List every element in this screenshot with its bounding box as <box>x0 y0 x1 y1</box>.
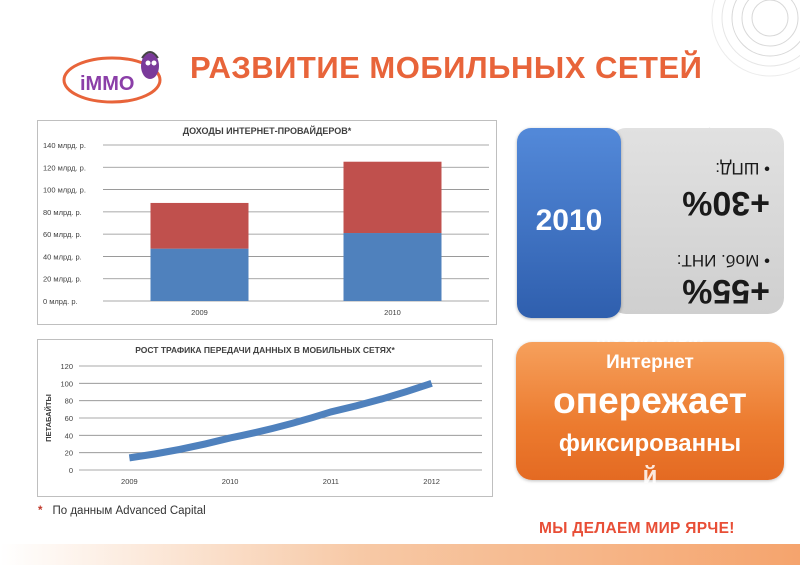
footer-band <box>0 544 800 565</box>
growth-panel-text: +55% • Моб. ИНТ: +30% • ШПД: <box>610 128 784 314</box>
series-line <box>128 380 433 462</box>
y-tick-label: 80 <box>65 397 73 406</box>
y-tick-label: 20 <box>65 449 73 458</box>
callout-line-1: Мобильный <box>596 326 704 346</box>
source-footnote: * По данным Advanced Capital <box>38 505 206 517</box>
x-tick-label: 2009 <box>191 308 208 317</box>
year-label: 2010 <box>535 204 603 237</box>
revenue-bar-chart: ДОХОДЫ ИНТЕРНЕТ-ПРОВАЙДЕРОВ* 0 млрд. р. 20… <box>37 120 497 325</box>
bar-segment <box>150 248 249 301</box>
y-tick-label: 20 млрд. р. <box>43 275 82 284</box>
broadband-growth-value: +30% <box>682 184 770 222</box>
bar-segment <box>343 233 442 301</box>
growth-panel <box>610 128 784 314</box>
y-tick-label: 100 <box>60 379 73 388</box>
y-tick-label: 100 млрд. р. <box>43 186 86 195</box>
bar-segment <box>343 161 442 234</box>
callout-line-3: опережает <box>553 380 747 421</box>
x-tick-label: 2009 <box>121 477 138 486</box>
chart-title: ДОХОДЫ ИНТЕРНЕТ-ПРОВАЙДЕРОВ* <box>183 125 352 136</box>
y-axis-label: ПЕТАБАЙТЫ <box>44 394 53 442</box>
y-tick-label: 60 <box>65 414 73 423</box>
callout-line-2: Интернет <box>606 352 694 373</box>
footnote-text: По данным Advanced Capital <box>52 505 206 517</box>
footnote-marker: * <box>38 505 43 517</box>
x-tick-label: 2012 <box>423 477 440 486</box>
x-tick-label: 2011 <box>323 477 339 486</box>
y-tick-label: 120 <box>60 362 73 371</box>
chart-title: РОСТ ТРАФИКА ПЕРЕДАЧИ ДАННЫХ В МОБИЛЬНЫХ… <box>135 345 395 355</box>
y-tick-label: 140 млрд. р. <box>43 141 86 150</box>
y-tick-label: 0 <box>69 466 73 475</box>
broadband-label: • ШПД: <box>715 159 770 178</box>
y-tick-label: 0 млрд. р. <box>43 297 78 306</box>
page-title: РАЗВИТИЕ МОБИЛЬНЫХ СЕТЕЙ <box>190 50 703 85</box>
mobile-internet-growth-value: +55% <box>682 272 770 310</box>
callout-box: Мобильный Интернет опережает фиксированн… <box>516 326 784 489</box>
callout-line-5: й <box>642 462 658 489</box>
traffic-line-chart: РОСТ ТРАФИКА ПЕРЕДАЧИ ДАННЫХ В МОБИЛЬНЫХ… <box>37 339 493 497</box>
x-tick-label: 2010 <box>384 308 401 317</box>
callout-line-4: фиксированны <box>558 430 742 457</box>
y-tick-label: 80 млрд. р. <box>43 208 82 217</box>
slogan: МЫ ДЕЛАЕМ МИР ЯРЧЕ! <box>539 520 735 537</box>
x-tick-label: 2010 <box>222 477 239 486</box>
year-badge: 2010 <box>517 128 621 318</box>
mobile-internet-label: • Моб. ИНТ: <box>676 251 770 270</box>
immo-logo: iMMO <box>62 51 162 104</box>
logo-text: iMMO <box>80 73 134 95</box>
y-tick-label: 120 млрд. р. <box>43 163 86 172</box>
y-tick-label: 40 млрд. р. <box>43 252 82 261</box>
bar-segment <box>150 202 249 249</box>
y-tick-label: 60 млрд. р. <box>43 230 82 239</box>
y-tick-label: 40 <box>65 431 73 440</box>
